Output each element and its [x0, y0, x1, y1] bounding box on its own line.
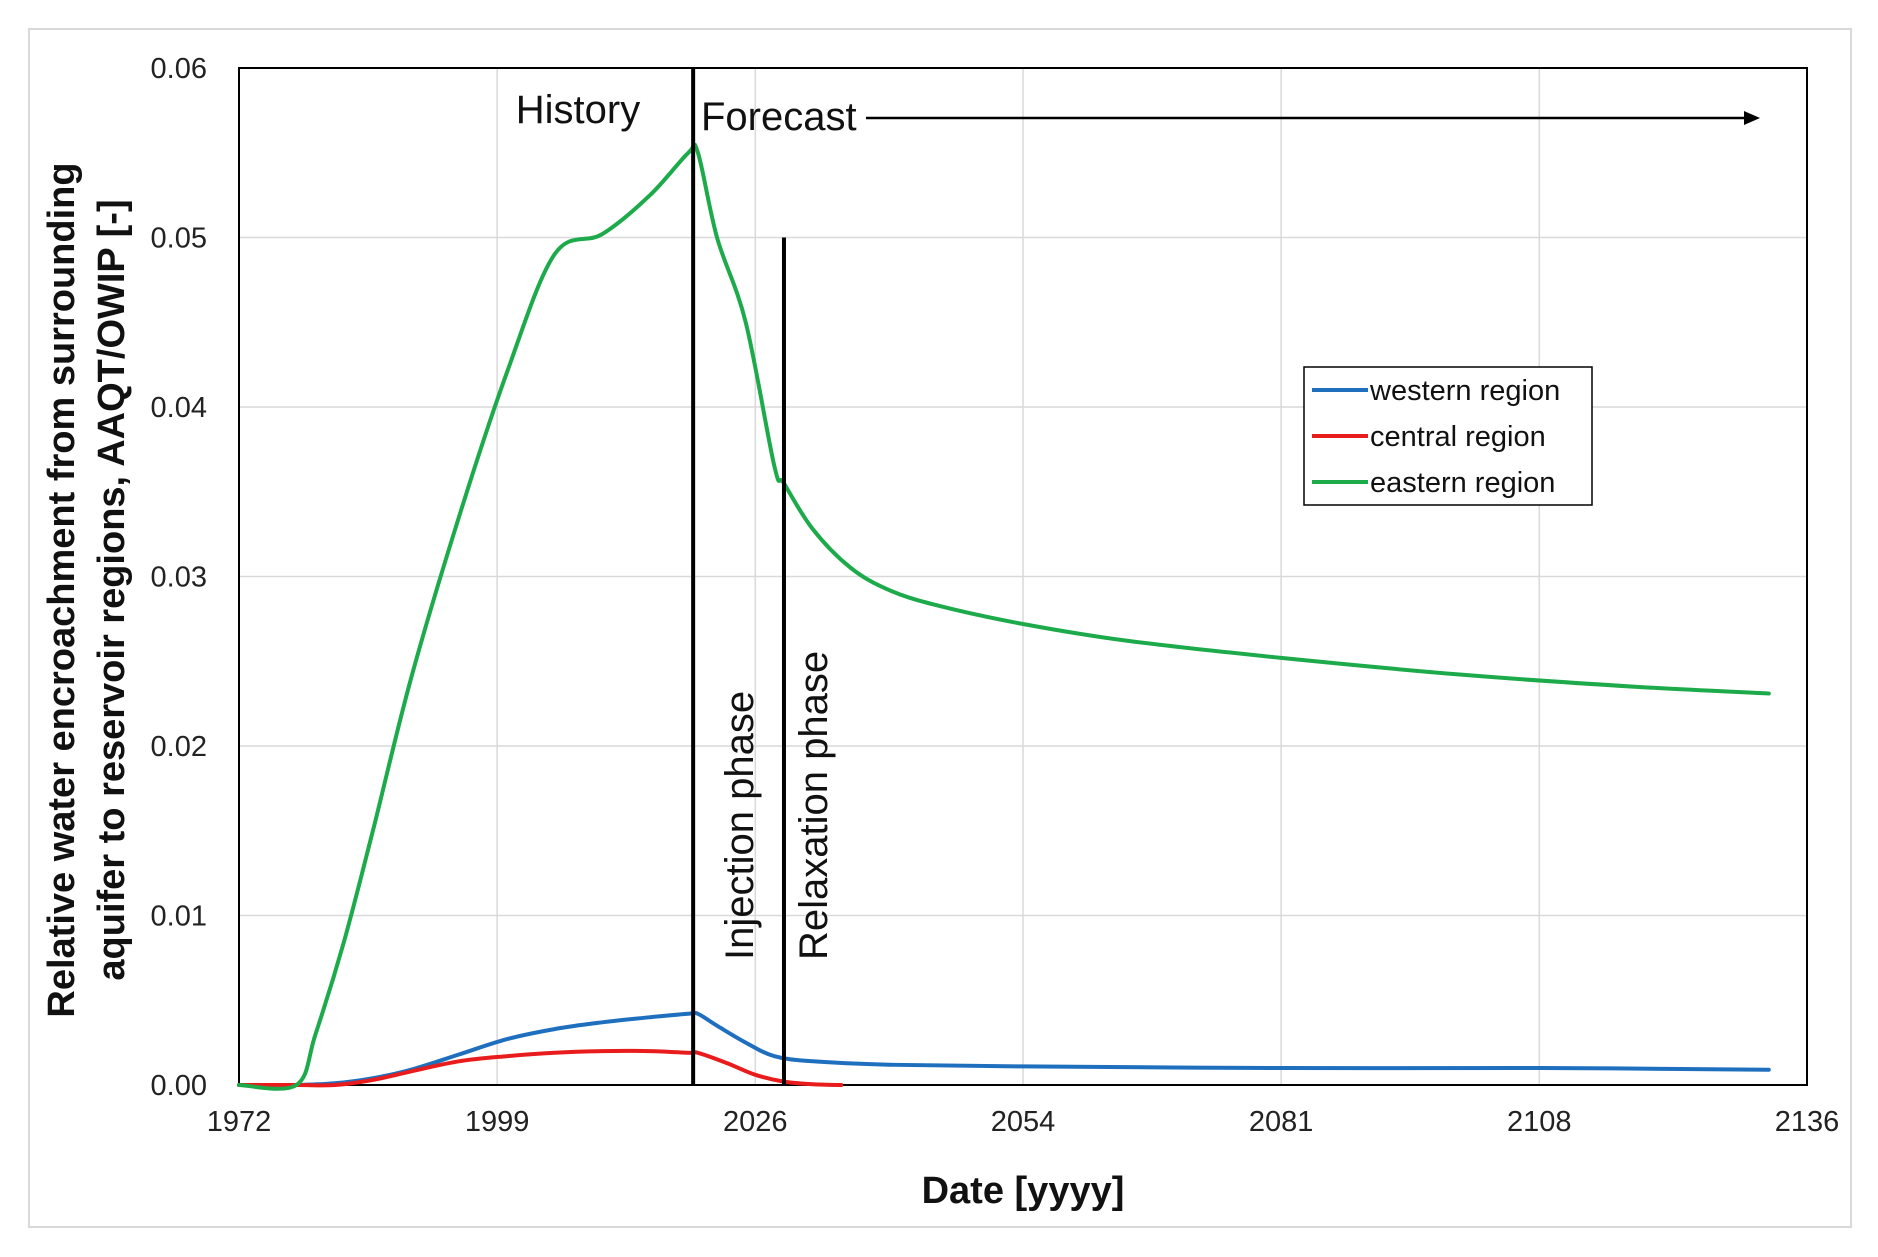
y-axis-title-line2: aquifer to reservoir regions, AAQT/OWIP … [91, 199, 133, 980]
forecast-arrow-head [1744, 111, 1760, 125]
plot-area-border [238, 67, 1808, 1086]
relaxation-phase-label: Relaxation phase [792, 651, 836, 960]
y-tick-label: 0.01 [151, 901, 207, 933]
forecast-label: Forecast [701, 95, 857, 139]
legend-label-western: western region [1369, 375, 1560, 407]
legend: western region central region eastern re… [1303, 366, 1593, 506]
x-tick-label: 1972 [207, 1106, 272, 1138]
x-tick-label: 1999 [465, 1106, 530, 1138]
y-axis-title-line1: Relative water encroachment from surroun… [41, 162, 83, 1017]
y-tick-label: 0.00 [151, 1070, 207, 1102]
y-tick-label: 0.06 [151, 53, 207, 85]
gridlines [239, 68, 1807, 1085]
x-tick-label: 2081 [1249, 1106, 1314, 1138]
legend-label-eastern: eastern region [1370, 467, 1555, 499]
series-line-central [237, 1048, 844, 1088]
y-axis-ticks: 0.00 0.01 0.02 0.03 0.04 0.05 0.06 [151, 53, 207, 1102]
series-line-eastern [237, 142, 1771, 1091]
y-tick-label: 0.02 [151, 731, 207, 763]
history-label: History [516, 88, 640, 132]
x-axis-title: Date [yyyy] [922, 1170, 1125, 1212]
injection-phase-label: Injection phase [718, 691, 762, 960]
y-tick-label: 0.03 [151, 562, 207, 594]
x-tick-label: 2054 [991, 1106, 1056, 1138]
x-tick-label: 2026 [723, 1106, 788, 1138]
x-tick-label: 2136 [1775, 1106, 1840, 1138]
series-layer [237, 142, 1771, 1091]
x-tick-label: 2108 [1507, 1106, 1572, 1138]
y-tick-label: 0.05 [151, 223, 207, 255]
legend-label-central: central region [1370, 421, 1546, 453]
x-axis-ticks: 1972 1999 2026 2054 2081 2108 2136 [207, 1106, 1840, 1138]
y-tick-label: 0.04 [151, 392, 207, 424]
phase-divider-lines [691, 68, 786, 1085]
chart-frame [28, 28, 1852, 1228]
